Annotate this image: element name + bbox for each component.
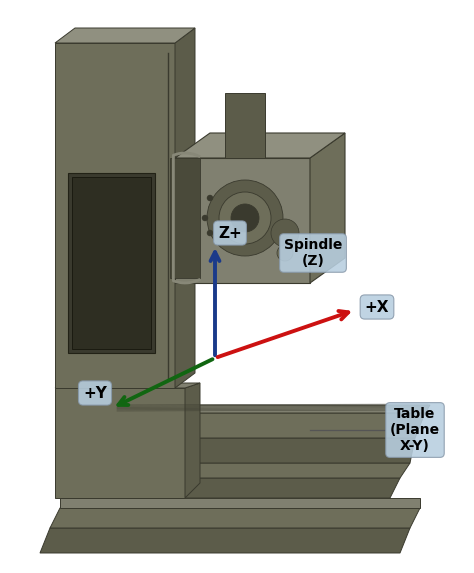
Polygon shape bbox=[170, 158, 200, 278]
Text: +X: +X bbox=[365, 300, 389, 315]
Text: +Y: +Y bbox=[83, 386, 107, 401]
Polygon shape bbox=[55, 383, 200, 388]
Circle shape bbox=[219, 192, 271, 244]
Polygon shape bbox=[90, 463, 410, 478]
Polygon shape bbox=[72, 177, 151, 349]
Text: Spindle
(Z): Spindle (Z) bbox=[284, 238, 342, 268]
Polygon shape bbox=[115, 405, 430, 413]
Polygon shape bbox=[310, 133, 345, 283]
Polygon shape bbox=[175, 133, 345, 158]
Text: Table
(Plane
X-Y): Table (Plane X-Y) bbox=[390, 407, 440, 453]
Polygon shape bbox=[100, 438, 415, 463]
Polygon shape bbox=[105, 413, 425, 438]
Polygon shape bbox=[55, 388, 185, 498]
Polygon shape bbox=[175, 28, 195, 388]
Polygon shape bbox=[80, 478, 400, 498]
Circle shape bbox=[207, 195, 213, 201]
Polygon shape bbox=[225, 93, 265, 158]
Circle shape bbox=[202, 215, 208, 221]
Polygon shape bbox=[55, 28, 195, 43]
Circle shape bbox=[277, 245, 293, 261]
Text: Z+: Z+ bbox=[218, 226, 242, 241]
Polygon shape bbox=[40, 528, 410, 553]
Polygon shape bbox=[50, 508, 420, 528]
Polygon shape bbox=[60, 498, 420, 508]
Polygon shape bbox=[55, 43, 175, 388]
Polygon shape bbox=[175, 158, 310, 283]
Circle shape bbox=[207, 230, 213, 236]
Circle shape bbox=[207, 180, 283, 256]
Polygon shape bbox=[185, 383, 200, 498]
Polygon shape bbox=[68, 173, 155, 353]
Circle shape bbox=[231, 204, 259, 232]
Circle shape bbox=[271, 219, 299, 247]
